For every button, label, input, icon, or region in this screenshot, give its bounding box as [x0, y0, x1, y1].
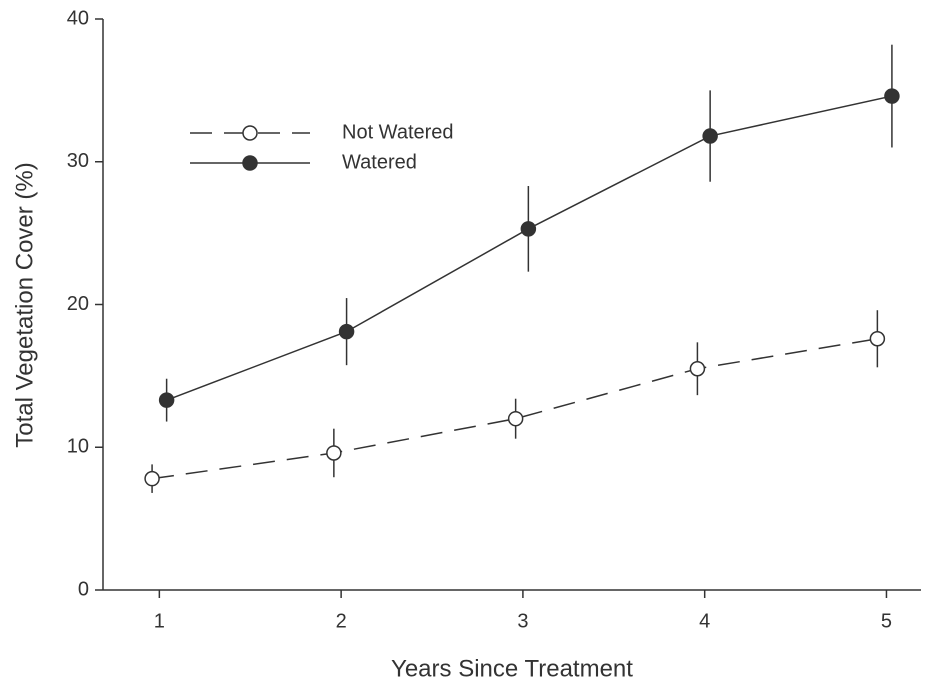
- series-line: [151, 338, 878, 480]
- legend-marker: [242, 125, 258, 141]
- y-tick-label: 30: [67, 150, 89, 172]
- data-point: [507, 410, 524, 427]
- y-tick-label: 10: [67, 436, 89, 458]
- data-point: [702, 128, 718, 144]
- x-tick-label: 3: [517, 610, 528, 632]
- y-tick-label: 0: [78, 578, 89, 600]
- legend-marker: [242, 155, 258, 171]
- data-point: [520, 221, 537, 237]
- data-point: [144, 470, 160, 487]
- y-tick-label: 40: [67, 7, 89, 29]
- series-line: [166, 95, 893, 401]
- data-point: [326, 445, 342, 461]
- x-axis-title: Years Since Treatment: [391, 655, 633, 682]
- data-point: [689, 360, 706, 377]
- y-axis-title: Total Vegetation Cover (%): [11, 162, 38, 447]
- data-point: [158, 392, 175, 408]
- y-tick-label: 20: [67, 293, 89, 315]
- data-point: [869, 331, 886, 347]
- x-tick-label: 1: [154, 610, 165, 632]
- x-tick-label: 4: [699, 610, 710, 632]
- legend-label: Not Watered: [342, 121, 454, 143]
- x-tick-label: 5: [881, 610, 892, 632]
- x-tick-label: 2: [336, 610, 347, 632]
- data-point: [884, 88, 900, 104]
- legend-label: Watered: [342, 151, 417, 173]
- data-point: [338, 323, 355, 340]
